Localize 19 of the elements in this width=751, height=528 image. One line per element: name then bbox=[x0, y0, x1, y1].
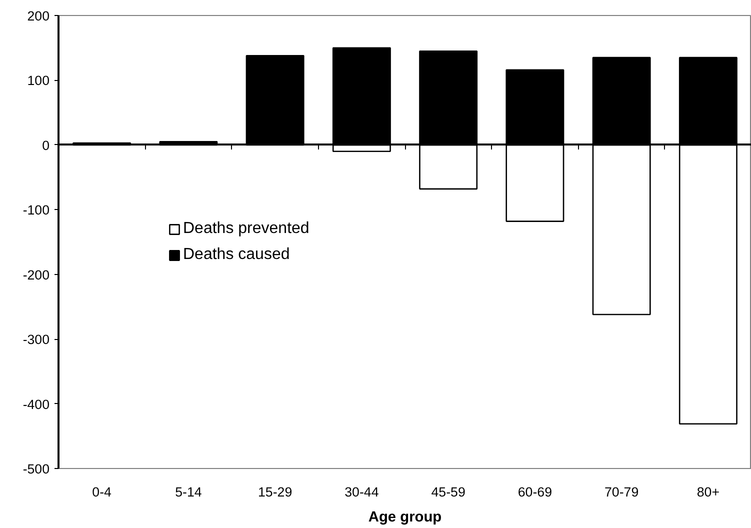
x-axis-title: Age group bbox=[368, 510, 442, 526]
y-tick-label: -500 bbox=[22, 462, 50, 476]
y-tick-label: 200 bbox=[27, 8, 50, 24]
y-tick-label: -300 bbox=[22, 332, 50, 348]
legend-label: Deaths prevented bbox=[183, 220, 310, 238]
x-tick-label: 15-29 bbox=[258, 484, 292, 500]
y-tick-label: -200 bbox=[22, 267, 50, 282]
y-tick-label: -100 bbox=[22, 202, 50, 218]
x-tick-label: 60-69 bbox=[518, 484, 552, 500]
x-tick-label: 0-4 bbox=[92, 484, 112, 500]
legend-label: Deaths caused bbox=[183, 246, 290, 264]
x-tick-label: 30-44 bbox=[344, 484, 380, 500]
x-tick-label: 70-79 bbox=[604, 484, 639, 500]
x-tick-label: 45-59 bbox=[431, 484, 466, 500]
x-tick-label: 80+ bbox=[696, 484, 720, 500]
y-tick-label: -400 bbox=[22, 396, 50, 412]
y-tick-label: 0 bbox=[42, 138, 50, 153]
x-tick-label: 5-14 bbox=[175, 484, 202, 500]
y-tick-label: 100 bbox=[27, 73, 50, 88]
